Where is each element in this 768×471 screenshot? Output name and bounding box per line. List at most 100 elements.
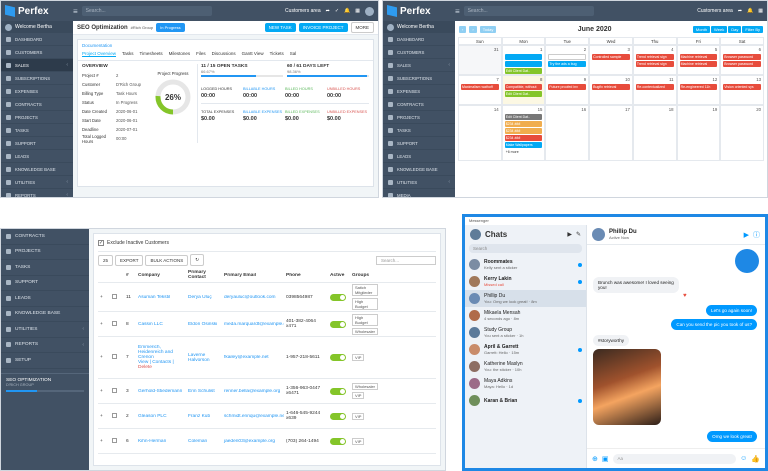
like-icon[interactable]: 👍	[751, 455, 760, 463]
sidebar-item-knowledge-base[interactable]: KNOWLEDGE BASE	[1, 163, 73, 176]
calendar-event[interactable]: Make Wallpapers	[504, 142, 543, 148]
active-toggle[interactable]	[330, 354, 346, 361]
row-checkbox[interactable]	[110, 387, 124, 395]
sidebar-item-support[interactable]: SUPPORT	[383, 137, 455, 150]
sidebar-item-dashboard[interactable]: DASHBOARD	[383, 33, 455, 46]
column-header[interactable]: #	[126, 272, 129, 278]
brand-logo[interactable]: Perfex	[387, 5, 451, 17]
calendar-event[interactable]: Edit Client Dat..	[504, 91, 543, 97]
expand-icon[interactable]: +	[100, 294, 103, 300]
sidebar-item-tasks[interactable]: TASKS	[1, 260, 89, 276]
calendar-event[interactable]: $234 ###	[504, 121, 543, 127]
company-name[interactable]: Cassin LLC	[138, 321, 163, 327]
calendar-day[interactable]: 8 Compatible, without Edit Client Dat..	[501, 75, 546, 105]
column-header[interactable]: Primary Contact	[188, 270, 206, 280]
email-cell[interactable]: renner.bella@example.org	[224, 388, 281, 394]
calendar-day[interactable]: 31	[458, 45, 502, 75]
shared-photo[interactable]	[593, 349, 661, 425]
contact-cell[interactable]: Derya Uluç	[188, 294, 212, 300]
company-cell[interactable]: Emmerich, Heidenreich and Crenon View | Con…	[136, 345, 186, 370]
image-icon[interactable]: ▣	[601, 455, 609, 463]
share-icon[interactable]: ➦	[737, 8, 743, 14]
bell-icon[interactable]: 🔔	[344, 8, 351, 14]
expand-icon[interactable]: +	[100, 388, 103, 394]
brand-logo[interactable]: Perfex	[5, 5, 69, 17]
sidebar-item-subscriptions[interactable]: SUBSCRIPTIONS	[383, 72, 455, 85]
calendar-event[interactable]: Machine retrieval	[679, 54, 718, 60]
company-cell[interactable]: Cassin LLC	[136, 322, 186, 327]
sidebar-item-sales[interactable]: SALES ‹	[1, 59, 73, 72]
calendar-event[interactable]: Trend retrieval sign	[635, 61, 674, 67]
view-day[interactable]: Day	[728, 25, 742, 33]
calendar-event[interactable]: Maximalism wathoff	[461, 84, 499, 90]
sidebar-item-reports[interactable]: REPORTS ‹	[1, 189, 73, 197]
company-name[interactable]: Crenon	[138, 355, 154, 360]
calendar-event[interactable]: $234 ###	[504, 135, 543, 141]
sidebar-item-utilities[interactable]: UTILITIES ‹	[1, 176, 73, 189]
message-input[interactable]: Aa	[612, 453, 737, 464]
video-icon[interactable]: ▶	[567, 232, 572, 238]
company-name[interactable]: Kihn-Herman	[138, 438, 167, 444]
company-cell[interactable]: Asuman Tekstil	[136, 295, 186, 300]
table-row[interactable]: +7 Emmerich, Heidenreich and Crenon View | C…	[98, 337, 436, 379]
email-cell[interactable]: schmidt.enriqu@example.net	[224, 413, 284, 419]
active-toggle[interactable]	[330, 320, 346, 328]
sidebar-item-tasks[interactable]: TASKS	[383, 124, 455, 137]
company-name[interactable]: Gerhold-Stiedemann	[138, 388, 183, 394]
chat-item[interactable]: Maya Adkins Maya: Hello · 1d	[465, 375, 586, 392]
tab-tickets[interactable]: Tickets	[269, 51, 284, 56]
expand-icon[interactable]: +	[100, 321, 103, 327]
calendar-event[interactable]: Edit Client Dat..	[504, 114, 543, 120]
calendar-event[interactable]: Re-engineered 11h	[679, 84, 718, 90]
calendar-day[interactable]: 18	[632, 105, 677, 161]
email-cell[interactable]: meda.marquardt@example.org	[224, 321, 284, 327]
row-checkbox[interactable]	[110, 293, 124, 301]
add-icon[interactable]: ⊕	[592, 455, 598, 463]
more-button[interactable]: MORE	[350, 22, 374, 33]
row-checkbox[interactable]	[110, 354, 124, 361]
sidebar-user[interactable]: Welcome Bertha	[383, 21, 455, 33]
calendar-day[interactable]: 1 Edit Client Dat..	[501, 45, 546, 75]
email-cell[interactable]: fkailey@example.net	[224, 355, 269, 360]
sidebar-user[interactable]: Welcome Bertha	[1, 21, 73, 33]
calendar-event[interactable]: Compatible, without	[504, 84, 543, 90]
tab-sal[interactable]: Sal	[289, 51, 297, 56]
delete-link[interactable]: Delete	[138, 365, 152, 370]
calendar-day[interactable]: 20	[720, 105, 764, 161]
sidebar-item-support[interactable]: SUPPORT	[1, 276, 89, 291]
calendar-event[interactable]	[548, 54, 587, 60]
chat-item[interactable]: Study Group You sent a sticker · 1h	[465, 324, 586, 341]
sidebar-item-media[interactable]: Media	[383, 189, 455, 197]
bell-icon[interactable]: 🔔	[747, 8, 754, 14]
calendar-day[interactable]: 6 Browser password Browser password	[720, 45, 764, 75]
calendar-day[interactable]: 14	[458, 105, 502, 161]
table-row[interactable]: +6 Kihn-Herman Coleman jaeden03@example.org…	[98, 429, 436, 454]
chat-search-input[interactable]: Search	[469, 244, 582, 253]
sidebar-item-contracts[interactable]: CONTRACTS	[1, 229, 89, 245]
grid-icon[interactable]: ▦	[355, 8, 360, 14]
company-name[interactable]: Asuman Tekstil	[138, 294, 171, 300]
calendar-event[interactable]: +6 more	[505, 150, 519, 154]
contact-cell[interactable]: Erin Schulist	[188, 388, 215, 394]
table-row[interactable]: +2 Gleason PLC Franz Kub schmidt.enriqu@exa…	[98, 404, 436, 429]
calendar-event[interactable]: Machine retrieval	[679, 61, 718, 67]
column-header[interactable]: Active	[330, 272, 345, 278]
emoji-icon[interactable]: ☺	[740, 455, 748, 462]
contact-cell[interactable]: Eldon Osinski	[188, 321, 218, 327]
table-row[interactable]: +11 Asuman Tekstil Derya Uluç deryauluc@out…	[98, 283, 436, 312]
company-cell[interactable]: Gerhold-Stiedemann	[136, 389, 186, 394]
tab-milestones[interactable]: Milestones	[168, 51, 191, 56]
invoice-project-button[interactable]: INVOICE PROJECT	[298, 23, 348, 32]
customers-area-link[interactable]: Customers area	[285, 8, 321, 14]
contact-cell[interactable]: Laverne Halvorson	[188, 352, 210, 363]
chat-item[interactable]: Phillip Du You: Omg we look great! · 8m	[465, 290, 586, 307]
tab-files[interactable]: Files	[196, 51, 206, 56]
expand-icon[interactable]: +	[100, 355, 103, 360]
today-button[interactable]: Today	[479, 25, 497, 33]
column-header[interactable]: Phone	[286, 272, 301, 278]
calendar-event[interactable]: Vision oriented sys	[723, 84, 761, 90]
chat-item[interactable]: Katherine Maslyn You: the sticker · 10h	[465, 358, 586, 375]
user-avatar[interactable]	[365, 6, 374, 16]
contact-cell[interactable]: Coleman	[188, 438, 208, 444]
calendar-day[interactable]: 11 Re-contextualized	[632, 75, 677, 105]
